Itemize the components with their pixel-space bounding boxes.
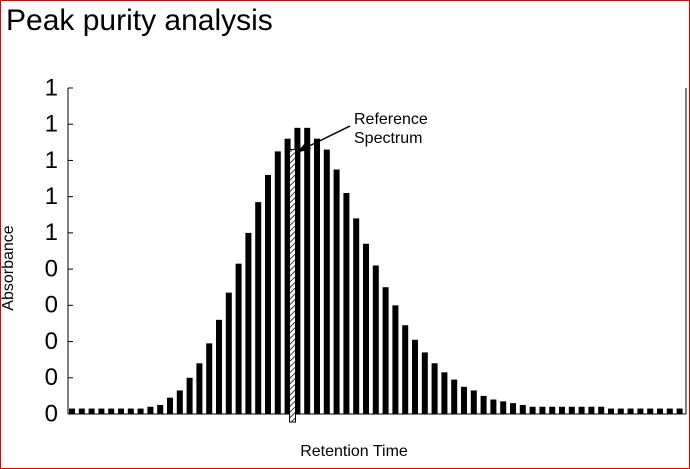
bar (98, 408, 105, 414)
bar (343, 193, 350, 414)
bar (216, 319, 222, 414)
bar (167, 397, 173, 414)
bar (598, 406, 605, 414)
chart-title: Peak purity analysis (6, 4, 273, 37)
bar (392, 305, 399, 414)
bar (284, 138, 291, 414)
bar (421, 352, 428, 414)
bar (137, 408, 144, 414)
bar (431, 363, 438, 414)
bar (294, 127, 301, 414)
bar (372, 265, 379, 414)
y-tick-label: 0 (45, 328, 58, 355)
bar (157, 404, 164, 414)
bar (69, 408, 75, 414)
bar (118, 408, 124, 414)
bar (176, 390, 183, 414)
bar (539, 406, 546, 414)
bar (608, 408, 614, 414)
bar (559, 406, 565, 414)
y-tick-label: 1 (45, 219, 58, 246)
bar (255, 202, 262, 414)
bar (588, 406, 595, 414)
y-tick-label: 1 (45, 147, 58, 174)
y-tick-label: 0 (45, 292, 58, 319)
bar (245, 232, 252, 414)
bar (382, 287, 389, 414)
x-axis-label: Retention Time (300, 443, 408, 460)
bar (304, 127, 311, 414)
y-tick-label: 0 (45, 255, 58, 282)
bar (225, 292, 232, 414)
bar (578, 406, 585, 414)
y-tick-label: 1 (45, 111, 58, 138)
bar (88, 408, 95, 414)
bar (500, 401, 507, 414)
bar (265, 174, 271, 414)
bar (353, 218, 360, 414)
bar (676, 408, 683, 414)
bar (666, 408, 673, 414)
bar (568, 406, 575, 414)
bar (657, 408, 663, 414)
y-tick-label: 0 (45, 400, 58, 427)
bar (470, 390, 477, 414)
bar (480, 395, 487, 414)
bar (617, 408, 624, 414)
bar (441, 372, 448, 414)
bar (647, 408, 654, 414)
annotation: Reference Spectrum (354, 111, 428, 147)
bar (314, 138, 320, 414)
bar (549, 406, 556, 414)
bar (323, 149, 330, 415)
bar (274, 151, 281, 414)
bar (235, 263, 242, 414)
bar (519, 404, 526, 414)
y-axis-label: Absorbance (0, 225, 17, 310)
bar (333, 169, 340, 414)
bar (451, 379, 458, 414)
bar (510, 403, 516, 414)
y-tick-label: 0 (45, 364, 58, 391)
bar (529, 406, 536, 414)
bar (461, 386, 467, 414)
bar (206, 343, 213, 414)
bar (78, 408, 85, 414)
bar (490, 399, 497, 414)
reference-bar (289, 149, 296, 423)
bar (196, 363, 203, 414)
bar (627, 408, 634, 414)
bar (637, 408, 644, 414)
bar (108, 408, 115, 414)
y-tick-label: 1 (45, 74, 58, 101)
bar (127, 408, 134, 414)
bar (412, 339, 418, 414)
bar (147, 406, 154, 414)
bar (186, 377, 193, 414)
y-tick-label: 1 (45, 183, 58, 210)
bar (402, 325, 409, 414)
bar (363, 243, 369, 414)
